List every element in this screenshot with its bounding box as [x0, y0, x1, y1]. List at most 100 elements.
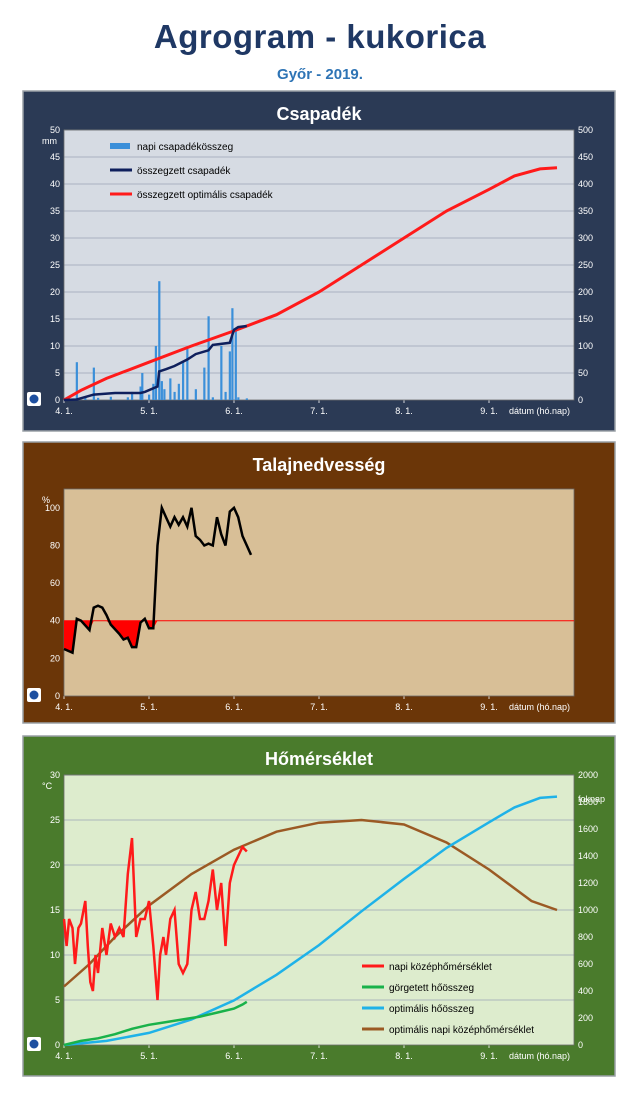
x-axis-label: dátum (hó.nap): [509, 1051, 570, 1061]
x-tick-label: 5. 1.: [140, 1051, 158, 1061]
daily-precip-bar: [154, 346, 157, 400]
legend-label: összegzett csapadék: [137, 166, 231, 177]
temperature-panel: Hőmérséklet 0 5 10 15 20 25 30 0 200 400 600 800 1000…: [22, 735, 616, 1077]
y-tick-label: 25: [50, 260, 60, 270]
soil-moisture-chart: Talajnedvesség 0 20 40 60 80 100 4. 1. 5. 1. 6. 1…: [22, 441, 616, 724]
plot-area: [64, 489, 574, 696]
y2-tick-label: 1000: [578, 905, 598, 915]
y-axis-label: %: [42, 495, 50, 505]
daily-precip-bar: [141, 373, 144, 400]
daily-precip-bar: [160, 381, 163, 400]
daily-precip-bar: [228, 351, 231, 400]
legend-label: optimális hőösszeg: [389, 1004, 474, 1015]
y-tick-label: 20: [50, 287, 60, 297]
daily-precip-bar: [131, 391, 134, 400]
y2-tick-label: 250: [578, 260, 593, 270]
x-axis-label: dátum (hó.nap): [509, 406, 570, 416]
x-tick-label: 6. 1.: [225, 1051, 243, 1061]
legend-label: görgetett hőösszeg: [389, 983, 474, 994]
plot-border: [63, 488, 575, 697]
page-title: Agrogram - kukorica: [153, 18, 487, 55]
daily-precip-bar: [207, 316, 210, 400]
y2-tick-label: 150: [578, 314, 593, 324]
y-tick-label: 20: [50, 860, 60, 870]
precipitation-chart: Csapadék05101520253035404550050100150200…: [22, 90, 616, 432]
chart-title: Talajnedvesség: [253, 455, 386, 475]
y2-tick-label: 350: [578, 206, 593, 216]
soil-moisture-panel: Talajnedvesség 0 20 40 60 80 100 4. 1. 5. 1. 6. 1…: [22, 441, 616, 724]
weather-service-logo: [27, 1037, 41, 1051]
y-tick-label: 50: [50, 125, 60, 135]
daily-precip-bar: [234, 329, 237, 400]
y2-tick-label: 0: [578, 1040, 583, 1050]
y-tick-label: 100: [45, 503, 60, 513]
y-tick-label: 0: [55, 395, 60, 405]
cumulative-precip-line: [63, 324, 247, 402]
y2-tick-label: 600: [578, 959, 593, 969]
x-axis-label: dátum (hó.nap): [509, 702, 570, 712]
chart-title: Hőmérséklet: [265, 749, 373, 769]
y2-tick-label: 800: [578, 932, 593, 942]
y-tick-label: 10: [50, 341, 60, 351]
y-tick-label: 20: [50, 653, 60, 663]
x-tick-label: 9. 1.: [480, 702, 498, 712]
y-tick-label: 5: [55, 995, 60, 1005]
soil-moisture-line: [63, 503, 253, 655]
temperature-chart: Hőmérséklet 0 5 10 15 20 25 30 0 200 400 600 800 1000…: [22, 735, 616, 1077]
daily-precip-bar: [224, 391, 227, 400]
daily-precip-bar: [169, 378, 172, 400]
weather-service-logo: [27, 392, 41, 406]
chart-title: Csapadék: [276, 104, 362, 124]
daily-precip-bar: [148, 394, 151, 400]
y-tick-label: 80: [50, 540, 60, 550]
y-axis-label: °C: [42, 781, 53, 791]
y-axis-label: mm: [42, 136, 57, 146]
legend-label: összegzett optimális csapadék: [137, 190, 274, 201]
x-tick-label: 6. 1.: [225, 406, 243, 416]
page-subtitle: Győr - 2019.: [277, 66, 363, 83]
y-tick-label: 60: [50, 578, 60, 588]
y-tick-label: 0: [55, 1040, 60, 1050]
daily-precip-bar: [109, 396, 112, 400]
y2-tick-label: 50: [578, 368, 588, 378]
plot-border: [63, 774, 575, 1046]
x-tick-label: 9. 1.: [480, 406, 498, 416]
y-tick-label: 25: [50, 815, 60, 825]
x-tick-label: 4. 1.: [55, 1051, 73, 1061]
daily-precip-bar: [245, 398, 248, 400]
below-threshold-area: [64, 620, 158, 653]
daily-precip-bar: [231, 308, 234, 400]
legend-label: napi középhőmérséklet: [389, 962, 492, 973]
y2-tick-label: 450: [578, 152, 593, 162]
x-tick-label: 6. 1.: [225, 702, 243, 712]
y2-tick-label: 100: [578, 341, 593, 351]
logo-mark: [29, 1039, 39, 1049]
y2-tick-label: 1600: [578, 824, 598, 834]
daily-precip-bar: [84, 397, 87, 400]
y2-tick-label: 400: [578, 179, 593, 189]
y2-tick-label: 500: [578, 125, 593, 135]
x-tick-label: 8. 1.: [395, 406, 413, 416]
y2-axis-label: foknap: [578, 794, 605, 804]
y2-tick-label: 1200: [578, 878, 598, 888]
y-tick-label: 40: [50, 179, 60, 189]
y-tick-label: 30: [50, 770, 60, 780]
y2-tick-label: 200: [578, 287, 593, 297]
y-tick-label: 45: [50, 152, 60, 162]
daily-precip-bar: [75, 362, 78, 400]
y-tick-label: 30: [50, 233, 60, 243]
legend-label: optimális napi középhőmérséklet: [389, 1025, 534, 1036]
x-tick-label: 5. 1.: [140, 702, 158, 712]
x-tick-label: 8. 1.: [395, 1051, 413, 1061]
rolling-heat-sum-line: [63, 1000, 248, 1047]
y2-tick-label: 2000: [578, 770, 598, 780]
precipitation-panel: Csapadék 0 5 10 15 20 25 30 35 40 45 50 0 50 100 150 200…: [22, 90, 616, 432]
y2-tick-label: 1400: [578, 851, 598, 861]
daily-precip-bar: [237, 397, 240, 400]
weather-service-logo: [27, 688, 41, 702]
daily-precip-bar: [182, 362, 185, 400]
daily-precip-bar: [152, 383, 155, 400]
x-tick-label: 7. 1.: [310, 1051, 328, 1061]
x-tick-label: 4. 1.: [55, 406, 73, 416]
y-tick-label: 40: [50, 616, 60, 626]
